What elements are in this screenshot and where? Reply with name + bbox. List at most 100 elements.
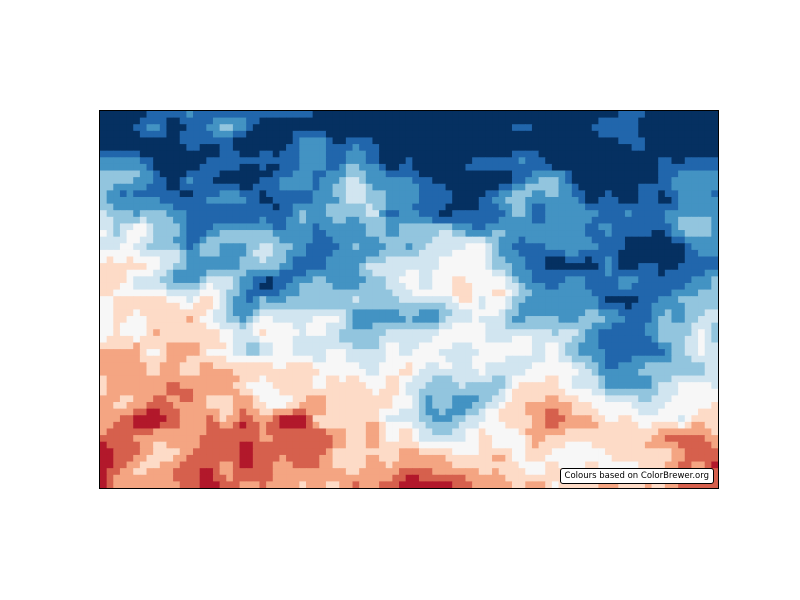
heatmap-cell xyxy=(465,342,473,350)
heatmap-cell xyxy=(352,349,360,357)
heatmap-cell xyxy=(545,329,553,337)
heatmap-cell xyxy=(392,170,400,178)
heatmap-cell xyxy=(638,236,646,244)
heatmap-cell xyxy=(312,183,320,191)
heatmap-cell xyxy=(113,190,121,198)
heatmap-cell xyxy=(425,428,433,436)
heatmap-cell xyxy=(445,382,453,390)
heatmap-cell xyxy=(425,296,433,304)
heatmap-cell xyxy=(512,137,520,145)
heatmap-cell xyxy=(379,216,387,225)
heatmap-cell xyxy=(286,210,294,218)
heatmap-cell xyxy=(292,230,300,238)
heatmap-cell xyxy=(425,256,433,264)
heatmap-cell xyxy=(418,368,427,377)
heatmap-cell xyxy=(545,302,553,311)
heatmap-cell xyxy=(385,395,393,403)
heatmap-cell xyxy=(618,170,626,178)
heatmap-cell xyxy=(339,375,347,383)
heatmap-cell xyxy=(179,316,187,324)
heatmap-cell xyxy=(299,428,307,436)
heatmap-cell xyxy=(379,137,387,145)
heatmap-cell xyxy=(119,382,128,390)
heatmap-cell xyxy=(146,335,154,344)
heatmap-cell xyxy=(525,329,533,337)
heatmap-cell xyxy=(658,428,666,436)
heatmap-cell xyxy=(425,163,433,172)
heatmap-cell xyxy=(372,368,380,377)
heatmap-cell xyxy=(531,269,540,277)
heatmap-cell xyxy=(239,216,247,225)
heatmap-cell xyxy=(551,216,560,225)
heatmap-cell xyxy=(199,342,207,350)
heatmap-cell xyxy=(465,461,473,469)
heatmap-cell xyxy=(492,163,500,172)
heatmap-cell xyxy=(711,349,718,357)
heatmap-cell xyxy=(618,402,626,410)
heatmap-cell xyxy=(458,355,467,363)
heatmap-cell xyxy=(133,269,141,277)
heatmap-cell xyxy=(445,177,453,185)
heatmap-cell xyxy=(299,196,307,205)
heatmap-cell xyxy=(498,263,506,271)
heatmap-cell xyxy=(226,243,234,251)
heatmap-cell xyxy=(212,216,221,225)
heatmap-cell xyxy=(306,256,314,264)
heatmap-cell xyxy=(246,210,254,218)
heatmap-cell xyxy=(372,302,380,311)
heatmap-cell xyxy=(372,461,380,469)
heatmap-cell xyxy=(146,144,154,152)
heatmap-cell xyxy=(425,388,433,396)
heatmap-cell xyxy=(339,296,347,304)
heatmap-cell xyxy=(100,170,108,178)
heatmap-cell xyxy=(372,296,380,304)
heatmap-cell xyxy=(385,329,393,337)
heatmap-cell xyxy=(193,163,201,172)
heatmap-cell xyxy=(173,223,181,231)
heatmap-cell xyxy=(212,454,221,463)
heatmap-cell xyxy=(578,157,586,165)
heatmap-cell xyxy=(631,349,639,357)
heatmap-cell xyxy=(485,276,493,284)
heatmap-cell xyxy=(119,428,128,436)
heatmap-cell xyxy=(418,216,427,225)
heatmap-cell xyxy=(139,362,148,370)
heatmap-cell xyxy=(252,117,261,125)
heatmap-cell xyxy=(638,183,646,191)
heatmap-cell xyxy=(425,137,433,145)
heatmap-cell xyxy=(153,375,161,383)
heatmap-cell xyxy=(558,448,566,456)
heatmap-cell xyxy=(359,302,367,311)
heatmap-cell xyxy=(651,435,659,443)
heatmap-cell xyxy=(405,117,413,125)
heatmap-cell xyxy=(598,435,606,443)
heatmap-cell xyxy=(432,435,440,443)
heatmap-cell xyxy=(585,454,593,463)
heatmap-cell xyxy=(498,276,506,284)
heatmap-cell xyxy=(498,302,506,311)
heatmap-cell xyxy=(219,210,227,218)
heatmap-cell xyxy=(591,223,599,231)
heatmap-cell xyxy=(671,368,679,377)
heatmap-cell xyxy=(166,415,174,423)
heatmap-cell xyxy=(306,415,314,423)
heatmap-cell xyxy=(299,243,307,251)
heatmap-cell xyxy=(113,415,121,423)
heatmap-cell xyxy=(100,375,108,383)
heatmap-cell xyxy=(432,428,440,436)
heatmap-cell xyxy=(644,289,653,297)
heatmap-cell xyxy=(252,421,261,430)
heatmap-cell xyxy=(418,190,427,198)
heatmap-cell xyxy=(206,269,214,277)
heatmap-cell xyxy=(478,342,487,350)
heatmap-cell xyxy=(438,316,447,324)
heatmap-cell xyxy=(671,375,679,383)
heatmap-cell xyxy=(478,402,487,410)
heatmap-cell xyxy=(372,236,380,244)
heatmap-cell xyxy=(133,276,141,284)
heatmap-cell xyxy=(624,163,633,172)
heatmap-cell xyxy=(372,282,380,291)
heatmap-cell xyxy=(405,454,413,463)
heatmap-cell xyxy=(325,302,334,311)
heatmap-cell xyxy=(531,130,540,139)
